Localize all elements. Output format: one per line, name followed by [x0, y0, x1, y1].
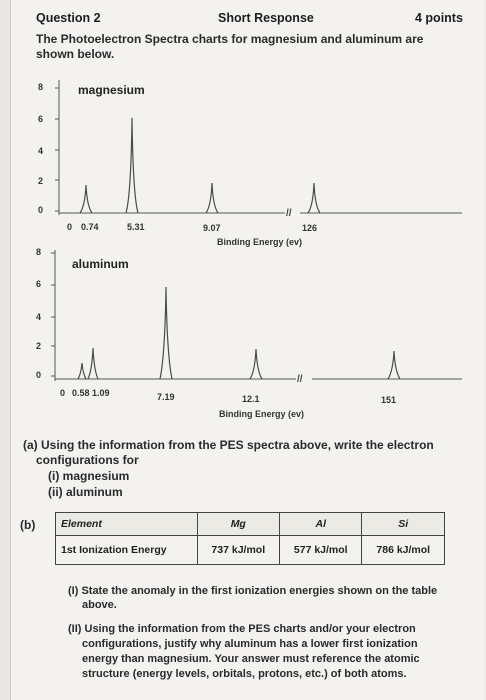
y-tick-label: 8 — [38, 82, 44, 92]
x-axis-label: Binding Energy (ev) — [217, 237, 303, 247]
part-b-label: (b) — [20, 518, 36, 532]
x-tick-label: 0 — [60, 388, 66, 398]
part-b-II-line-4: structure (energy levels, orbitals, prot… — [82, 668, 407, 680]
y-tick-label: 2 — [36, 341, 42, 351]
part-b-II-line-2: configurations, justify why aluminum has… — [82, 638, 418, 650]
table-cell: 786 kJ/mol — [361, 535, 445, 565]
table-row-label: 1st Ionization Energy — [55, 535, 198, 565]
y-tick-label: 4 — [38, 146, 44, 156]
x-tick-label: 126 — [302, 223, 318, 233]
x-tick-label: 9.07 — [203, 223, 221, 233]
x-tick-label: 12.1 — [242, 394, 260, 404]
part-b-II-line-3: energy than magnesium. Your answer must … — [82, 653, 420, 665]
ionization-energy-table: Element Mg Al Si 1st Ionization Energy 7… — [55, 512, 445, 565]
part-b-I-line-2: above. — [82, 599, 117, 611]
table-header-cell: Al — [279, 512, 363, 536]
part-b-II-line-1: (II) Using the information from the PES … — [68, 623, 416, 635]
y-tick-label: 6 — [36, 279, 42, 289]
part-a-item-ii: (ii) aluminum — [48, 485, 123, 499]
table-header-cell: Mg — [196, 512, 281, 536]
table-cell: 737 kJ/mol — [196, 535, 281, 565]
y-tick-label: 0 — [38, 205, 44, 215]
y-tick-label: 4 — [36, 312, 42, 322]
question-number: Question 2 — [36, 11, 101, 25]
x-tick-label: 7.19 — [157, 392, 175, 402]
points-value: 4 points — [415, 11, 463, 25]
question-type: Short Response — [218, 11, 314, 25]
y-tick-label: 2 — [38, 176, 44, 186]
part-b-I-line-1: (I) State the anomaly in the first ioniz… — [68, 585, 438, 597]
y-tick-label: 8 — [36, 247, 42, 257]
table-cell: 577 kJ/mol — [279, 535, 363, 565]
x-tick-label: 0.58 — [72, 388, 90, 398]
x-tick-label: 1.09 — [92, 388, 110, 398]
chart-title: aluminum — [72, 257, 129, 271]
table-header-row: Element Mg Al Si — [55, 512, 445, 536]
x-tick-label: 151 — [381, 395, 397, 405]
intro-line-2: shown below. — [36, 47, 115, 61]
chart-title: magnesium — [78, 83, 145, 97]
y-tick-label: 6 — [38, 114, 44, 124]
part-a-item-i: (i) magnesium — [48, 469, 130, 483]
table-row: 1st Ionization Energy 737 kJ/mol 577 kJ/… — [55, 535, 445, 565]
x-axis-label: Binding Energy (ev) — [219, 409, 305, 419]
y-tick-label: 0 — [36, 370, 42, 380]
intro-line-1: The Photoelectron Spectra charts for mag… — [36, 32, 424, 46]
x-tick-label: 0 — [67, 222, 73, 232]
part-a-line-1: (a) Using the information from the PES s… — [23, 438, 434, 452]
x-tick-label: 5.31 — [127, 222, 145, 232]
part-a-line-2: configurations for — [36, 453, 139, 467]
table-header-cell: Element — [55, 512, 198, 536]
table-header-cell: Si — [361, 512, 445, 536]
x-tick-label: 0.74 — [81, 222, 99, 232]
